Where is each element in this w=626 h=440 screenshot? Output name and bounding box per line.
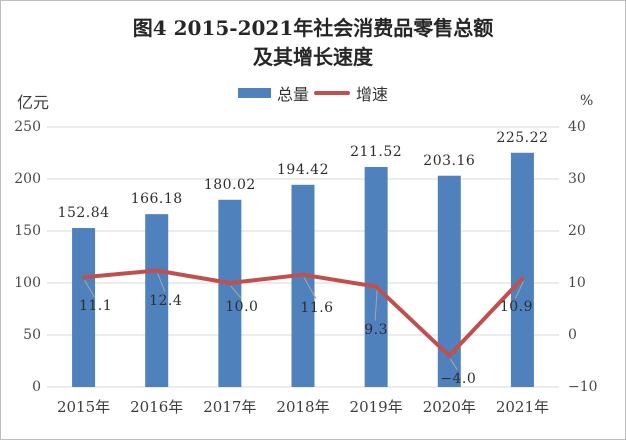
bar-2015年 <box>72 228 96 387</box>
bar-2019年 <box>364 167 388 387</box>
bar-2016年 <box>145 214 169 387</box>
legend-item-growth: 增速 <box>314 81 388 105</box>
label-leader-line <box>84 280 96 298</box>
growth-rate-line <box>81 268 525 358</box>
label-leader-line <box>514 281 524 299</box>
x-axis-label: 2020年 <box>422 398 476 416</box>
line-value-label: −4.0 <box>440 370 477 387</box>
left-axis-tick: 0 <box>32 379 41 395</box>
x-axis-label: 2019年 <box>349 398 403 416</box>
x-axis-label: 2021年 <box>495 398 550 416</box>
x-axis-label: 2016年 <box>130 398 184 416</box>
bar-value-label: 203.16 <box>423 152 476 169</box>
chart-title-line2: 及其增长速度 <box>253 45 373 69</box>
legend-item-total: 总量 <box>237 81 309 105</box>
chart-title: 图4 2015-2021年社会消费品零售总额 及其增长速度 <box>1 14 625 72</box>
bar-value-label: 225.22 <box>496 129 549 146</box>
left-axis-tick: 50 <box>23 327 41 343</box>
legend-bar-swatch-icon <box>237 88 271 98</box>
legend-bar-label: 总量 <box>276 85 309 104</box>
bar-value-label: 194.42 <box>277 161 329 178</box>
left-axis-tick: 150 <box>14 223 41 239</box>
left-axis-tick: 100 <box>14 275 41 291</box>
bar-2018年 <box>291 184 315 387</box>
chart-title-line1: 图4 2015-2021年社会消费品零售总额 <box>132 16 494 40</box>
right-axis-unit: % <box>580 93 594 109</box>
bar-value-label: 166.18 <box>130 191 183 208</box>
legend-line-label: 增速 <box>356 85 389 104</box>
line-value-label: 10.0 <box>225 299 259 315</box>
x-axis-label: 2018年 <box>276 398 330 416</box>
right-axis-tick: −10 <box>568 379 598 395</box>
x-axis-label: 2015年 <box>56 398 111 416</box>
label-leader-line <box>449 358 458 371</box>
line-value-label: 12.4 <box>149 292 183 309</box>
chart-legend: 总量 增速 <box>1 81 625 105</box>
right-axis-tick: 20 <box>568 223 586 239</box>
bar-value-label: 180.02 <box>203 176 256 193</box>
right-axis-tick: 30 <box>568 171 586 187</box>
label-leader-line <box>374 289 378 321</box>
label-leader-line <box>157 273 166 292</box>
left-axis-tick: 250 <box>14 119 41 135</box>
right-axis-tick: 10 <box>568 275 586 291</box>
line-value-label: 11.6 <box>300 299 334 316</box>
line-value-label: 10.9 <box>499 299 534 316</box>
line-value-label: 11.1 <box>78 298 113 315</box>
label-leader-line <box>230 285 242 299</box>
bar-2017年 <box>218 199 242 387</box>
left-axis-tick: 200 <box>14 171 41 187</box>
bar-value-label: 211.52 <box>350 144 403 161</box>
x-axis-label: 2017年 <box>203 398 257 416</box>
bar-2021年 <box>510 152 534 387</box>
line-value-label: 9.3 <box>364 321 389 338</box>
left-axis-unit: 亿元 <box>17 93 50 112</box>
right-axis-tick: 40 <box>568 119 586 135</box>
right-axis-tick: 0 <box>568 327 577 343</box>
bar-2020年 <box>437 175 461 387</box>
legend-line-swatch-icon <box>314 91 350 95</box>
bar-value-label: 152.84 <box>57 205 110 222</box>
label-leader-line <box>303 277 317 299</box>
